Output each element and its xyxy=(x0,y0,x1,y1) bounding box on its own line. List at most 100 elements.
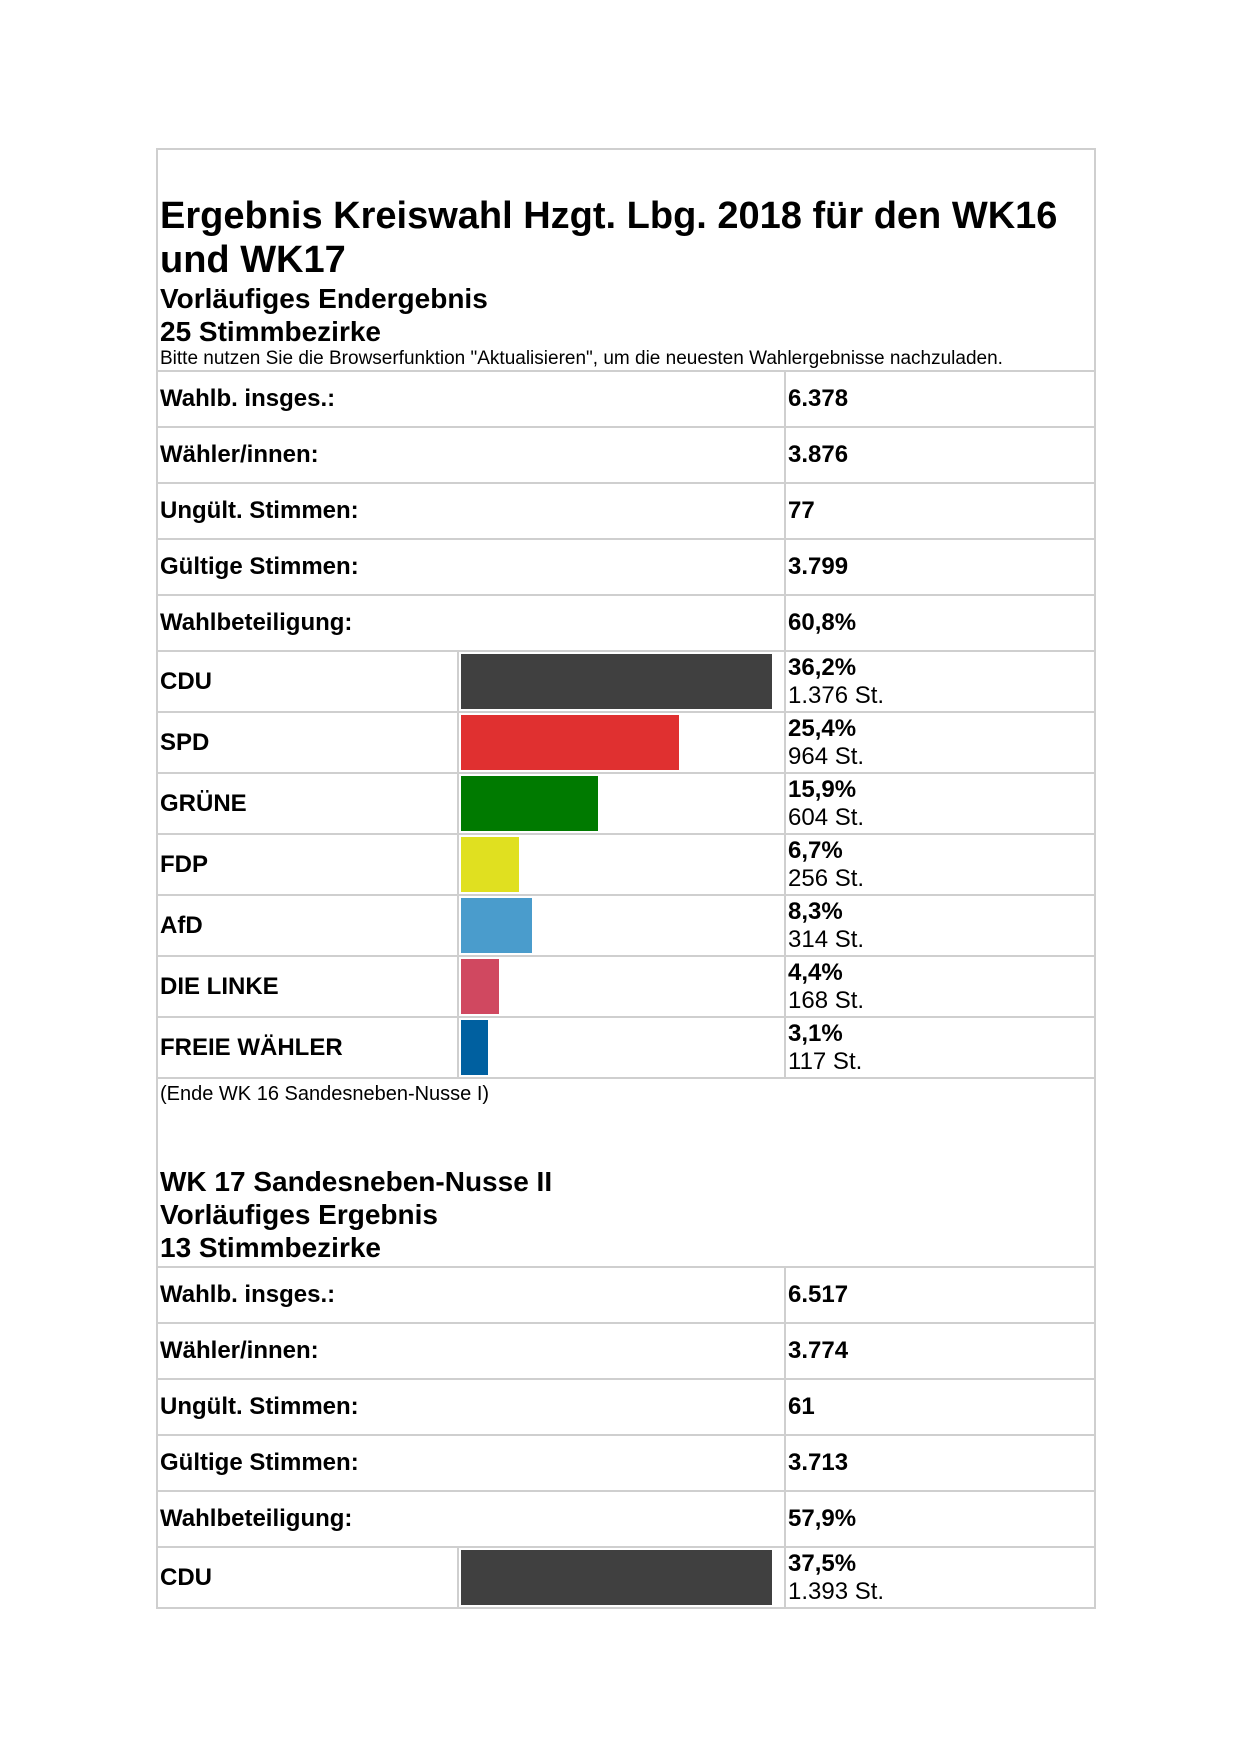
stat-value: 77 xyxy=(784,484,1094,538)
party-bar xyxy=(461,837,519,892)
party-row: GRÜNE 15,9% 604 St. xyxy=(158,772,1094,833)
party-bar-cell xyxy=(457,1548,784,1607)
stat-value: 3.799 xyxy=(784,540,1094,594)
party-name: DIE LINKE xyxy=(160,972,279,1000)
stat-label: Wähler/innen: xyxy=(160,1337,319,1364)
results-sheet: Ergebnis Kreiswahl Hzgt. Lbg. 2018 für d… xyxy=(156,148,1096,1609)
stat-row: Wähler/innen: 3.876 xyxy=(158,426,1094,482)
stat-label: Wähler/innen: xyxy=(160,441,319,468)
stat-value: 3.876 xyxy=(784,428,1094,482)
stat-value: 60,8% xyxy=(784,596,1094,650)
header-wk16: Ergebnis Kreiswahl Hzgt. Lbg. 2018 für d… xyxy=(158,150,1094,370)
party-result: 3,1% 117 St. xyxy=(784,1018,1094,1077)
party-table-wk17: CDU 37,5% 1.393 St. xyxy=(158,1546,1094,1607)
stat-label: Ungült. Stimmen: xyxy=(160,497,359,524)
party-name: CDU xyxy=(160,667,212,695)
party-votes: 117 St. xyxy=(788,1047,863,1075)
party-name: FDP xyxy=(160,850,208,878)
party-row: FREIE WÄHLER 3,1% 117 St. xyxy=(158,1016,1094,1077)
stat-label: Wahlbeteiligung: xyxy=(160,609,353,636)
party-bar-cell xyxy=(457,774,784,833)
party-votes: 1.376 St. xyxy=(788,681,885,709)
party-row: SPD 25,4% 964 St. xyxy=(158,711,1094,772)
party-name: FREIE WÄHLER xyxy=(160,1033,343,1061)
stat-value: 6.378 xyxy=(784,372,1094,426)
party-bar-cell xyxy=(457,652,784,711)
stat-label: Wahlb. insges.: xyxy=(160,1281,336,1308)
party-percent: 3,1% xyxy=(788,1019,843,1047)
party-row: FDP 6,7% 256 St. xyxy=(158,833,1094,894)
party-votes: 168 St. xyxy=(788,986,865,1014)
party-bar-cell xyxy=(457,713,784,772)
party-percent: 25,4% xyxy=(788,714,857,742)
party-name: AfD xyxy=(160,911,203,939)
party-percent: 15,9% xyxy=(788,775,857,803)
party-name: SPD xyxy=(160,728,210,756)
party-name: CDU xyxy=(160,1563,212,1591)
party-result: 6,7% 256 St. xyxy=(784,835,1094,894)
party-percent: 37,5% xyxy=(788,1549,857,1577)
stat-value: 61 xyxy=(784,1380,1094,1434)
party-result: 8,3% 314 St. xyxy=(784,896,1094,955)
stat-row: Gültige Stimmen: 3.713 xyxy=(158,1434,1094,1490)
stat-row: Wahlbeteiligung: 57,9% xyxy=(158,1490,1094,1546)
stat-label: Gültige Stimmen: xyxy=(160,553,359,580)
party-bar xyxy=(461,654,772,709)
stat-row: Ungült. Stimmen: 77 xyxy=(158,482,1094,538)
end-note: (Ende WK 16 Sandesneben-Nusse I) xyxy=(158,1077,1094,1165)
party-bar-cell xyxy=(457,1018,784,1077)
party-result: 4,4% 168 St. xyxy=(784,957,1094,1016)
party-row: CDU 37,5% 1.393 St. xyxy=(158,1546,1094,1607)
party-bar xyxy=(461,776,598,831)
stat-label: Ungült. Stimmen: xyxy=(160,1393,359,1420)
wk17-districts-subtitle: 13 Stimmbezirke xyxy=(160,1232,381,1263)
stat-row: Gültige Stimmen: 3.799 xyxy=(158,538,1094,594)
stat-value: 6.517 xyxy=(784,1268,1094,1322)
stat-label: Wahlbeteiligung: xyxy=(160,1505,353,1532)
party-votes: 314 St. xyxy=(788,925,865,953)
stat-row: Wahlb. insges.: 6.517 xyxy=(158,1266,1094,1322)
stat-row: Ungült. Stimmen: 61 xyxy=(158,1378,1094,1434)
refresh-note: Bitte nutzen Sie die Browserfunktion "Ak… xyxy=(160,348,1003,369)
party-result: 25,4% 964 St. xyxy=(784,713,1094,772)
party-percent: 4,4% xyxy=(788,958,843,986)
party-bar xyxy=(461,959,499,1014)
stat-row: Wähler/innen: 3.774 xyxy=(158,1322,1094,1378)
party-row: DIE LINKE 4,4% 168 St. xyxy=(158,955,1094,1016)
stat-row: Wahlb. insges.: 6.378 xyxy=(158,370,1094,426)
status-subtitle: Vorläufiges Endergebnis xyxy=(160,283,488,314)
party-bar-cell xyxy=(457,835,784,894)
party-percent: 36,2% xyxy=(788,653,857,681)
stat-value: 3.774 xyxy=(784,1324,1094,1378)
stat-value: 3.713 xyxy=(784,1436,1094,1490)
party-result: 36,2% 1.376 St. xyxy=(784,652,1094,711)
party-percent: 8,3% xyxy=(788,897,843,925)
party-votes: 1.393 St. xyxy=(788,1577,885,1605)
stat-row: Wahlbeteiligung: 60,8% xyxy=(158,594,1094,650)
party-bar xyxy=(461,1550,772,1605)
party-votes: 964 St. xyxy=(788,742,865,770)
party-bar xyxy=(461,715,679,770)
party-bar-cell xyxy=(457,957,784,1016)
party-bar xyxy=(461,1020,488,1075)
party-name: GRÜNE xyxy=(160,789,247,817)
party-result: 15,9% 604 St. xyxy=(784,774,1094,833)
party-votes: 256 St. xyxy=(788,864,865,892)
party-votes: 604 St. xyxy=(788,803,865,831)
party-result: 37,5% 1.393 St. xyxy=(784,1548,1094,1607)
party-bar-cell xyxy=(457,896,784,955)
wk17-status-subtitle: Vorläufiges Ergebnis xyxy=(160,1199,438,1230)
stats-table-wk16: Wahlb. insges.: 6.378 Wähler/innen: 3.876 Un… xyxy=(158,370,1094,650)
party-table-wk16: CDU 36,2% 1.376 St. SPD 25,4% 964 St. GRÜNE 15,… xyxy=(158,650,1094,1077)
stats-table-wk17: Wahlb. insges.: 6.517 Wähler/innen: 3.774 Un… xyxy=(158,1266,1094,1546)
party-percent: 6,7% xyxy=(788,836,843,864)
page-title: Ergebnis Kreiswahl Hzgt. Lbg. 2018 für d… xyxy=(160,195,1058,281)
wk17-title: WK 17 Sandesneben-Nusse II xyxy=(160,1166,553,1197)
party-row: CDU 36,2% 1.376 St. xyxy=(158,650,1094,711)
party-row: AfD 8,3% 314 St. xyxy=(158,894,1094,955)
stat-label: Gültige Stimmen: xyxy=(160,1449,359,1476)
districts-subtitle: 25 Stimmbezirke xyxy=(160,316,381,347)
header-wk17: WK 17 Sandesneben-Nusse II Vorläufiges E… xyxy=(158,1165,1094,1266)
party-bar xyxy=(461,898,532,953)
stat-value: 57,9% xyxy=(784,1492,1094,1546)
